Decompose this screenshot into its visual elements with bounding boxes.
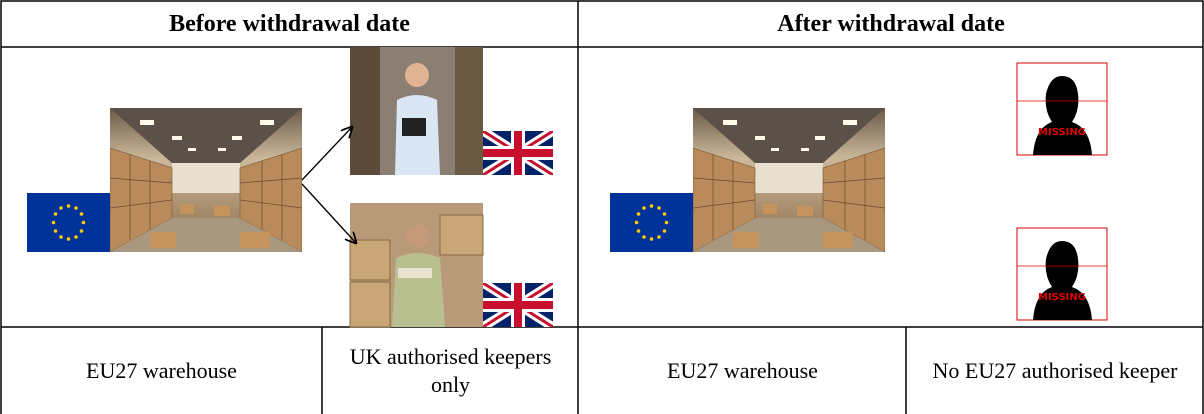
missing-image: MISSING xyxy=(1017,228,1107,320)
header-cell: Before withdrawal date xyxy=(1,1,578,47)
caption-cell: EU27 warehouse xyxy=(579,328,906,414)
caption-cell: UK authorised keepers only xyxy=(323,328,578,414)
uk-flag xyxy=(483,131,553,175)
keeper-photo xyxy=(350,47,483,175)
uk-flag xyxy=(483,283,553,327)
header-cell: After withdrawal date xyxy=(579,1,1203,47)
missing-label: MISSING xyxy=(1038,127,1086,138)
caption-cell: EU27 warehouse xyxy=(1,328,322,414)
missing-label: MISSING xyxy=(1038,292,1086,303)
arrow xyxy=(302,184,356,243)
warehouse-image xyxy=(110,108,302,252)
keeper-photo xyxy=(350,203,483,327)
eu-flag xyxy=(27,193,110,252)
arrow xyxy=(302,127,352,180)
caption-cell: No EU27 authorised keeper xyxy=(907,328,1203,414)
missing-image: MISSING xyxy=(1017,63,1107,155)
page: MISSING MISSING Before withdrawal date A… xyxy=(0,0,1204,414)
warehouse-image xyxy=(693,108,885,252)
eu-flag xyxy=(610,193,693,252)
